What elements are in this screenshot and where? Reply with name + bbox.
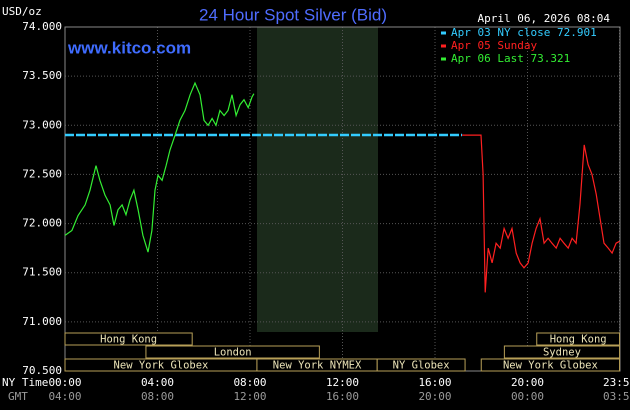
y-tick-label: 74.000 <box>22 20 62 33</box>
x2-tick-label: 20:00 <box>418 390 451 403</box>
y-axis-label: USD/oz <box>2 5 42 18</box>
x2-tick-label: 12:00 <box>233 390 266 403</box>
x-tick-label: 04:00 <box>141 376 174 389</box>
session-label: Sydney <box>543 347 581 359</box>
x2-axis-label: GMT <box>8 390 28 403</box>
x2-tick-label: 16:00 <box>326 390 359 403</box>
session-bar <box>64 332 193 346</box>
x-tick-label: 00:00 <box>48 376 81 389</box>
session-label: NY Globex <box>393 360 450 372</box>
y-tick-label: 72.500 <box>22 167 62 180</box>
x-tick-label: 16:00 <box>418 376 451 389</box>
y-tick-label: 71.500 <box>22 266 62 279</box>
x-tick-label: 08:00 <box>233 376 266 389</box>
x-axis-label: NY Time <box>2 376 48 389</box>
x2-tick-label: 00:00 <box>511 390 544 403</box>
shaded-region <box>257 27 378 332</box>
session-bar <box>145 345 320 359</box>
session-label: New York NYMEX <box>273 360 362 372</box>
y-tick-label: 70.500 <box>22 364 62 377</box>
watermark: www.kitco.com <box>67 38 191 57</box>
x2-tick-label: 08:00 <box>141 390 174 403</box>
x-tick-label: 12:00 <box>326 376 359 389</box>
x-tick-label: 20:00 <box>511 376 544 389</box>
session-label: London <box>214 347 252 359</box>
session-label: New York Globex <box>503 360 598 372</box>
session-bar <box>376 358 466 372</box>
y-tick-label: 73.000 <box>22 118 62 131</box>
legend-label: Apr 06 Last 73.321 <box>451 52 570 65</box>
chart-title: 24 Hour Spot Silver (Bid) <box>199 5 387 24</box>
series-line <box>64 81 255 253</box>
legend-label: Apr 05 Sunday <box>451 39 537 52</box>
session-label: Hong Kong <box>100 334 157 346</box>
session-bar <box>503 345 621 359</box>
session-label: New York Globex <box>114 360 209 372</box>
session-bar <box>480 358 621 372</box>
y-tick-label: 73.500 <box>22 69 62 82</box>
legend-label: Apr 03 NY close 72.901 <box>451 26 597 39</box>
timestamp: April 06, 2026 08:04 <box>478 12 611 25</box>
x2-tick-label: 04:00 <box>48 390 81 403</box>
session-bar <box>536 332 621 346</box>
x2-tick-label: 03:59 <box>603 390 630 403</box>
y-tick-label: 71.000 <box>22 315 62 328</box>
y-tick-label: 72.000 <box>22 217 62 230</box>
series-line <box>462 134 620 293</box>
x-tick-label: 23:59 <box>603 376 630 389</box>
session-label: Hong Kong <box>550 334 607 346</box>
